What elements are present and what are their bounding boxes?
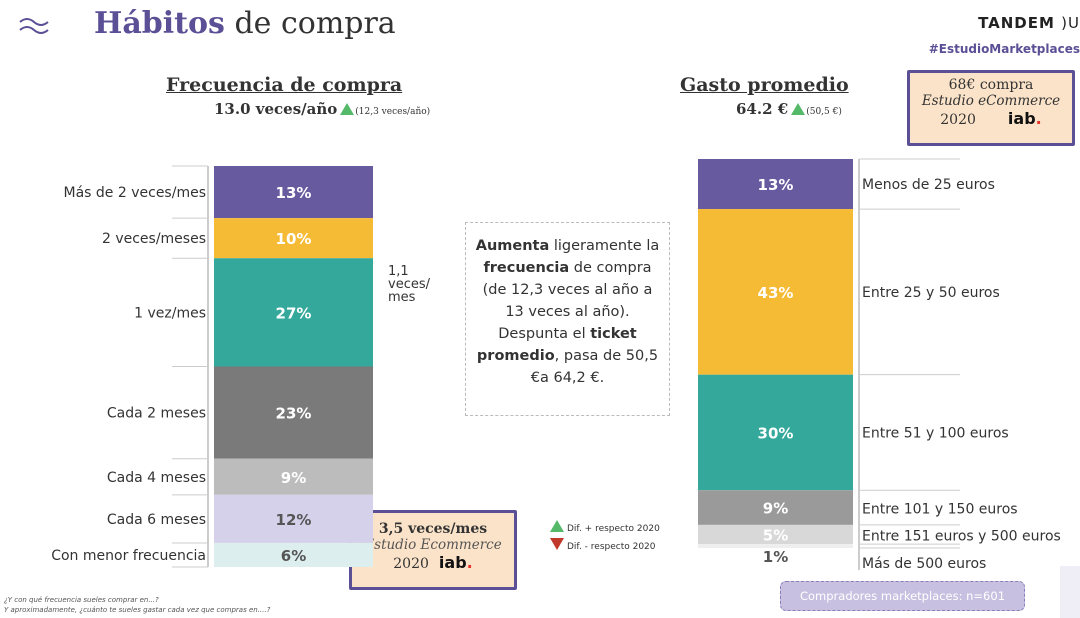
chart-0-value-label-1: 10% bbox=[276, 230, 312, 248]
chart-0-value-label-4: 9% bbox=[281, 469, 306, 487]
page-title: Hábitos de compra bbox=[94, 6, 396, 41]
chart-0-category-label-3: Cada 2 meses bbox=[107, 406, 206, 422]
brand-logo: TANDEM )U bbox=[978, 14, 1080, 32]
chart-1-bar-1 bbox=[698, 209, 853, 375]
left-bench-line1: 3,5 veces/mes bbox=[378, 521, 488, 537]
chart-0-category-label-1: 2 veces/meses bbox=[102, 231, 206, 247]
up-arrow-icon bbox=[550, 520, 564, 532]
chart-0-bar-4 bbox=[214, 458, 373, 495]
chart-0-value-label-6: 6% bbox=[281, 547, 306, 565]
title-bold: Hábitos bbox=[94, 6, 225, 41]
right-bench-line2: Estudio eCommerce bbox=[921, 93, 1061, 109]
right-prev-value: (50,5 €) bbox=[806, 107, 842, 117]
insight-strong-1: Aumenta bbox=[475, 238, 550, 254]
chart-1-bar-5 bbox=[698, 544, 853, 548]
brand-name: TANDEM bbox=[978, 14, 1055, 32]
left-bench-line2: Estudio Ecommerce bbox=[364, 537, 502, 553]
right-section-value: 64.2 € (50,5 €) bbox=[736, 100, 842, 118]
chart-0-bar-1 bbox=[214, 218, 373, 259]
chart-1-value-label-0: 13% bbox=[758, 176, 794, 194]
legend-up: Dif. + respecto 2020 bbox=[550, 520, 660, 534]
right-value: 64.2 € bbox=[736, 100, 789, 118]
chart-0-bar-5 bbox=[214, 494, 373, 543]
left-section-value: 13.0 veces/año (12,3 veces/año) bbox=[214, 100, 430, 118]
chart-0-category-label-0: Más de 2 veces/mes bbox=[64, 185, 206, 201]
iab-logo: iab. bbox=[1007, 109, 1042, 128]
chart-0-value-label-3: 23% bbox=[276, 405, 312, 423]
chart-0-category-label-4: Cada 4 meses bbox=[107, 470, 206, 486]
chart-1-bar-3 bbox=[698, 490, 853, 525]
sample-size-badge: Compradores marketplaces: n=601 bbox=[780, 581, 1025, 611]
chart-1-category-label-4: Entre 151 euros y 500 euros bbox=[862, 529, 1061, 545]
chart-0-value-label-2: 27% bbox=[276, 304, 312, 322]
chart-1-value-label-4: 5% bbox=[763, 527, 788, 545]
title-rest: de compra bbox=[224, 6, 396, 41]
insight-strong-2: frecuencia bbox=[483, 260, 570, 276]
up-arrow-icon bbox=[340, 103, 355, 115]
chart-1-category-label-0: Menos de 25 euros bbox=[862, 177, 995, 193]
right-benchmark-box: 68€ compra Estudio eCommerce 2020 iab. bbox=[907, 70, 1075, 146]
insight-textbox: Aumenta ligeramente la frecuencia de com… bbox=[465, 222, 670, 416]
right-bench-line1: 68€ compra bbox=[948, 77, 1034, 93]
chart-0-bar-2 bbox=[214, 258, 373, 367]
chart-0-bar-6 bbox=[214, 542, 373, 567]
left-prev-value: (12,3 veces/año) bbox=[355, 107, 431, 117]
legend-up-label: Dif. + respecto 2020 bbox=[567, 524, 660, 534]
chart-1-value-label-5: 1% bbox=[763, 548, 788, 566]
iab-logo: iab. bbox=[438, 553, 473, 572]
left-benchmark-box: 3,5 veces/mes Estudio Ecommerce 2020 iab. bbox=[349, 510, 517, 590]
footnote-2: Y aproximadamente, ¿cuánto te sueles gas… bbox=[4, 606, 271, 614]
chart-1-category-label-1: Entre 25 y 50 euros bbox=[862, 285, 1000, 301]
down-arrow-icon bbox=[550, 538, 564, 550]
monthly-note: 1,1 veces/ mes bbox=[388, 264, 430, 305]
insight-text-3: , pasa de 50,5 €a 64,2 €. bbox=[530, 348, 659, 386]
chart-0-bar-3 bbox=[214, 366, 373, 459]
chart-1-value-label-2: 30% bbox=[758, 424, 794, 442]
legend-down-label: Dif. - respecto 2020 bbox=[567, 542, 656, 552]
chart-1-category-label-5: Más de 500 euros bbox=[862, 556, 986, 572]
insight-text-1: ligeramente la bbox=[549, 238, 660, 254]
corner-decoration bbox=[1060, 566, 1080, 618]
legend-down: Dif. - respecto 2020 bbox=[550, 538, 656, 552]
chart-1-value-label-3: 9% bbox=[763, 500, 788, 518]
chart-0-value-label-5: 12% bbox=[276, 511, 312, 529]
left-section-title: Frecuencia de compra bbox=[166, 74, 403, 96]
insight-strong-3: ticket promedio bbox=[476, 326, 637, 364]
chart-0-bar-0 bbox=[214, 166, 373, 219]
left-value: 13.0 veces/año bbox=[214, 100, 338, 118]
chart-0-category-label-5: Cada 6 meses bbox=[107, 512, 206, 528]
chart-0-category-label-2: 1 vez/mes bbox=[134, 305, 206, 321]
chart-1-bar-4 bbox=[698, 524, 853, 545]
left-bench-line3: 2020 bbox=[393, 556, 429, 572]
chart-1-value-label-1: 43% bbox=[758, 284, 794, 302]
right-bench-line3: 2020 bbox=[940, 112, 976, 128]
up-arrow-icon bbox=[791, 103, 806, 115]
chart-1-bar-2 bbox=[698, 374, 853, 491]
hashtag: #EstudioMarketplaces bbox=[928, 42, 1080, 56]
wave-icon bbox=[19, 18, 49, 34]
chart-1-bar-0 bbox=[698, 159, 853, 210]
footnote-1: ¿Y con qué frecuencia sueles comprar en.… bbox=[4, 596, 159, 604]
chart-0-category-label-6: Con menor frecuencia bbox=[51, 548, 206, 564]
chart-0-value-label-0: 13% bbox=[276, 184, 312, 202]
right-section-title: Gasto promedio bbox=[680, 74, 849, 96]
insight-text-2: de compra (de 12,3 veces al año a 13 vec… bbox=[482, 260, 653, 342]
chart-1-category-label-3: Entre 101 y 150 euros bbox=[862, 502, 1018, 518]
chart-1-category-label-2: Entre 51 y 100 euros bbox=[862, 425, 1009, 441]
